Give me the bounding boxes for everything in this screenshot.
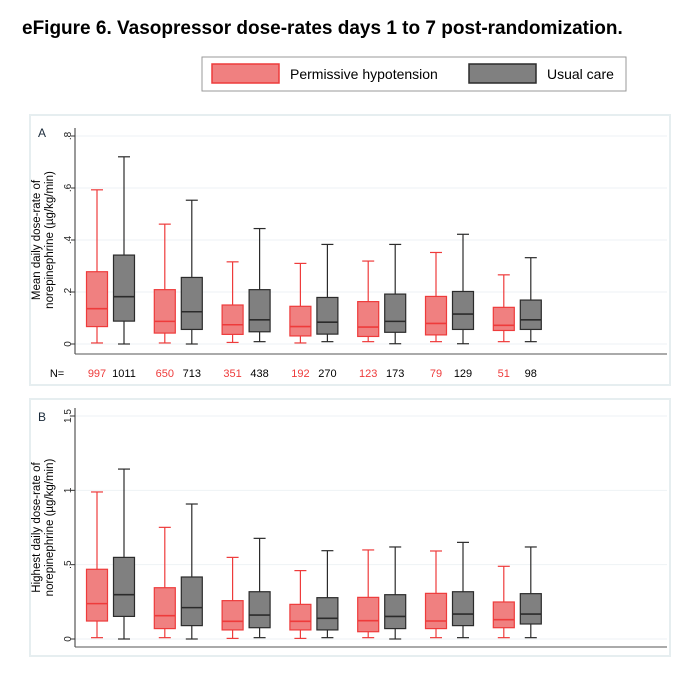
box-day4-usual-care: [316, 550, 339, 639]
iqr-box: [180, 576, 203, 627]
box-day4-permissive-hypotension: [289, 262, 312, 344]
box-day2-permissive-hypotension: [153, 526, 176, 639]
box-day6-permissive-hypotension: [424, 550, 448, 639]
iqr-box: [85, 568, 109, 622]
box-day2-permissive-hypotension: [153, 223, 176, 344]
box-day7-usual-care: [519, 257, 542, 343]
iqr-box: [316, 296, 339, 335]
box-day6-permissive-hypotension: [424, 251, 448, 343]
iqr-box: [451, 290, 475, 331]
box-day3-usual-care: [248, 537, 271, 639]
iqr-box: [221, 304, 244, 335]
iqr-box: [316, 597, 339, 631]
n-count: 1011: [112, 368, 136, 380]
iqr-box: [112, 556, 136, 618]
iqr-box: [357, 301, 380, 338]
n-count: 997: [88, 368, 106, 380]
y-axis-label: norepinephrine (µg/kg/min): [44, 458, 56, 596]
legend-label-permissive-hypotension: Permissive hypotension: [290, 66, 438, 82]
iqr-box: [357, 596, 380, 633]
box-day1-usual-care: [112, 468, 136, 640]
box-day4-permissive-hypotension: [289, 570, 312, 640]
y-tick-label: 1.5: [63, 409, 74, 423]
iqr-box: [424, 592, 448, 630]
n-count: 713: [183, 368, 201, 380]
box-day6-usual-care: [451, 541, 475, 639]
y-tick-label: .2: [63, 287, 74, 296]
iqr-box: [180, 276, 203, 331]
legend-swatch-permissive-hypotension: [211, 63, 280, 84]
panel-a: A 0 .2 .4 .6 .8 Mean daily dose-rate of norepin…: [29, 114, 671, 386]
iqr-box: [492, 306, 515, 332]
y-tick-label: 0: [63, 341, 74, 347]
y-axis-label: Mean daily dose-rate of: [31, 179, 43, 300]
n-label: N=: [50, 368, 64, 380]
y-tick-label: 1: [63, 487, 74, 493]
panel-frame: [29, 398, 671, 657]
y-axis-label: Highest daily dose-rate of: [31, 461, 43, 592]
box-day1-permissive-hypotension: [85, 491, 109, 639]
iqr-box: [248, 591, 271, 629]
iqr-box: [492, 601, 515, 629]
box-day7-permissive-hypotension: [492, 565, 515, 639]
n-count: 123: [359, 368, 377, 380]
iqr-box: [384, 293, 407, 333]
panel-b: B 0 .5 1 1.5 Highest daily dose-rate of norepi…: [29, 398, 671, 657]
n-count: 192: [291, 368, 309, 380]
y-tick-label: 0: [63, 636, 74, 642]
iqr-box: [289, 305, 312, 337]
box-day5-usual-care: [384, 546, 407, 640]
box-day5-permissive-hypotension: [357, 549, 380, 639]
figure-title: eFigure 6. Vasopressor dose-rates days 1…: [22, 18, 623, 39]
box-day3-usual-care: [248, 227, 271, 343]
iqr-box: [451, 591, 475, 627]
box-day3-permissive-hypotension: [221, 556, 244, 640]
box-day4-usual-care: [316, 243, 339, 343]
box-day1-usual-care: [112, 156, 136, 345]
iqr-box: [384, 594, 407, 630]
n-count: 98: [525, 368, 537, 380]
legend-label-usual-care: Usual care: [547, 66, 614, 82]
n-count: 173: [386, 368, 404, 380]
iqr-box: [85, 271, 109, 328]
n-count: 79: [430, 368, 442, 380]
y-tick-label: .8: [63, 131, 74, 140]
iqr-box: [153, 289, 176, 334]
y-tick-label: .6: [63, 183, 74, 192]
iqr-box: [424, 295, 448, 336]
panel-letter: A: [38, 126, 46, 140]
iqr-box: [112, 254, 136, 322]
box-day7-permissive-hypotension: [492, 274, 515, 343]
y-axis-label: norepinephrine (µg/kg/min): [44, 171, 56, 309]
n-count: 129: [454, 368, 472, 380]
box-day5-usual-care: [384, 243, 407, 345]
box-day2-usual-care: [180, 503, 203, 640]
box-day2-usual-care: [180, 199, 203, 345]
legend-swatch-usual-care: [468, 63, 537, 84]
n-count: 438: [250, 368, 268, 380]
box-day3-permissive-hypotension: [221, 261, 244, 344]
panel-letter: B: [38, 410, 46, 424]
iqr-box: [519, 299, 542, 331]
iqr-box: [289, 603, 312, 631]
iqr-box: [519, 593, 542, 625]
box-day7-usual-care: [519, 546, 542, 639]
y-tick-label: .4: [63, 235, 74, 244]
panel-frame: [29, 114, 671, 386]
iqr-box: [221, 600, 244, 631]
n-count: 270: [318, 368, 336, 380]
iqr-box: [153, 587, 176, 630]
box-day6-usual-care: [451, 233, 475, 345]
n-count: 51: [498, 368, 510, 380]
n-count: 650: [156, 368, 174, 380]
legend: Permissive hypotension Usual care: [201, 56, 627, 92]
box-day1-permissive-hypotension: [85, 189, 109, 344]
box-day5-permissive-hypotension: [357, 260, 380, 343]
n-count: 351: [223, 368, 241, 380]
iqr-box: [248, 289, 271, 333]
y-tick-label: .5: [63, 560, 74, 569]
